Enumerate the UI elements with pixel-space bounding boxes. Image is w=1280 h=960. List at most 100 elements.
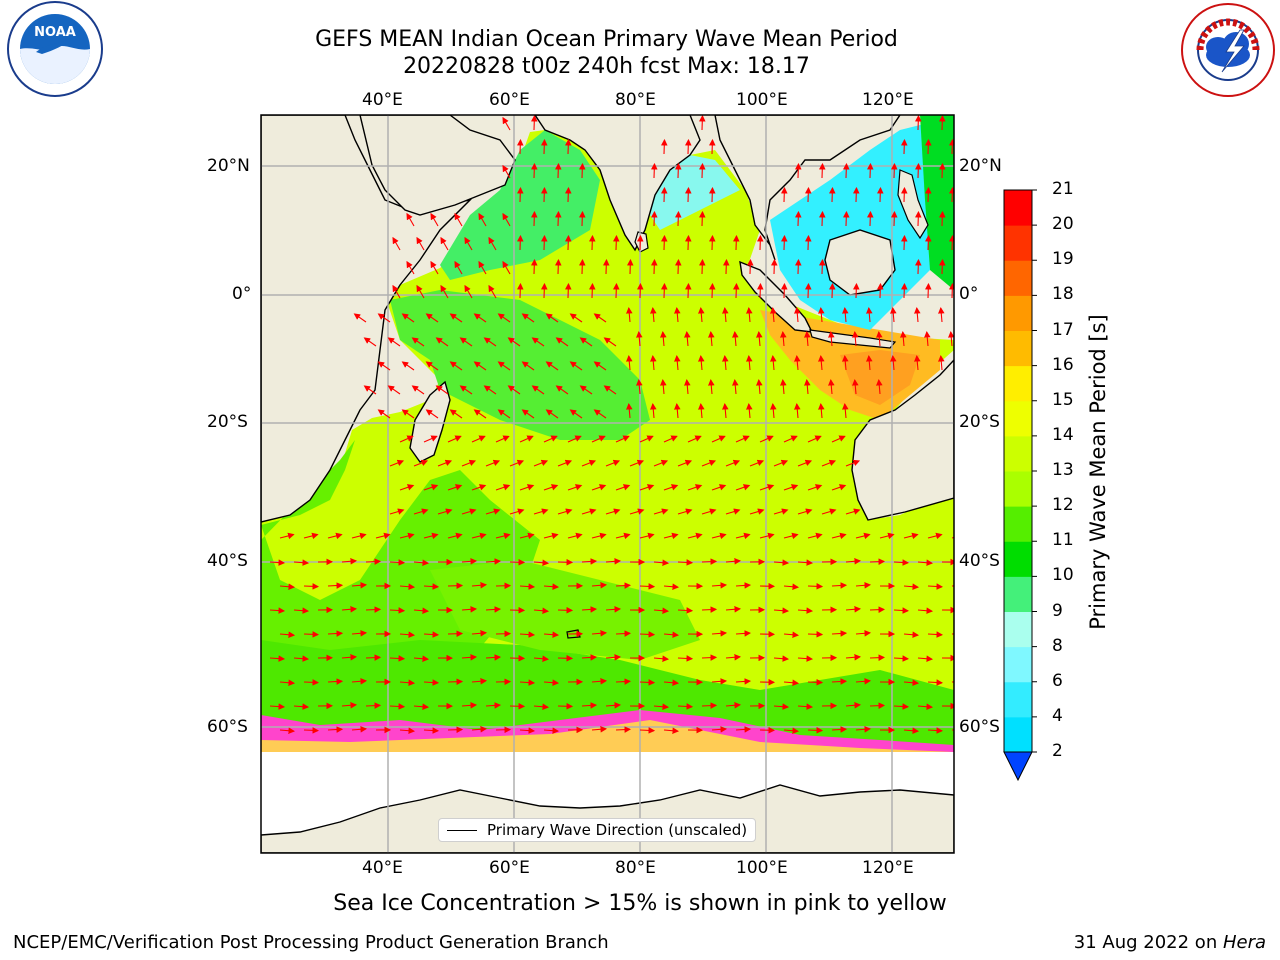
wave-arrow bbox=[653, 703, 670, 710]
wave-arrow bbox=[579, 337, 593, 347]
wave-arrow bbox=[831, 678, 848, 685]
wave-arrow bbox=[913, 306, 921, 323]
wave-arrow bbox=[279, 583, 296, 591]
wave-arrow bbox=[569, 361, 583, 371]
wave-arrow bbox=[473, 313, 487, 323]
legend-line-sample bbox=[447, 829, 477, 831]
wave-arrow bbox=[749, 508, 765, 515]
chart-title: GEFS MEAN Indian Ocean Primary Wave Mean… bbox=[315, 27, 898, 52]
wave-arrow bbox=[711, 532, 727, 540]
wave-arrow bbox=[639, 532, 655, 540]
wave-arrow bbox=[851, 330, 859, 347]
wave-arrow bbox=[447, 484, 463, 491]
wave-arrow bbox=[293, 607, 310, 614]
wave-arrow bbox=[639, 679, 656, 686]
wave-arrow bbox=[478, 212, 487, 227]
wave-arrow bbox=[683, 378, 691, 395]
wave-arrow bbox=[569, 409, 583, 419]
wave-arrow bbox=[649, 306, 657, 323]
wave-arrow bbox=[701, 654, 718, 661]
wave-arrow bbox=[677, 559, 694, 566]
colorbar-segment-19 bbox=[1004, 225, 1032, 261]
lon-tick-top-80e: 80°E bbox=[615, 90, 656, 110]
wave-arrow bbox=[841, 402, 849, 419]
wave-arrow bbox=[569, 313, 583, 323]
wave-arrow bbox=[605, 606, 622, 613]
wave-arrow bbox=[497, 313, 511, 323]
colorbar-segment-10 bbox=[1004, 541, 1032, 577]
wave-arrow bbox=[797, 559, 814, 566]
colorbar-segment-8 bbox=[1004, 611, 1032, 648]
map-plot-area bbox=[261, 115, 954, 853]
wave-arrow bbox=[437, 508, 453, 515]
wave-arrow bbox=[581, 508, 597, 515]
wave-arrow bbox=[745, 354, 753, 371]
wave-arrow bbox=[605, 459, 621, 467]
wave-arrow bbox=[937, 354, 945, 371]
wave-arrow bbox=[865, 306, 873, 323]
colorbar-tick-label-13: 13 bbox=[1052, 460, 1074, 480]
colorbar-extend-triangle bbox=[1003, 751, 1033, 782]
wave-arrow bbox=[533, 508, 549, 515]
wave-arrow bbox=[591, 435, 606, 443]
wave-arrow bbox=[430, 260, 439, 275]
wave-arrow bbox=[903, 583, 920, 590]
wave-arrow bbox=[917, 703, 934, 710]
wave-arrow bbox=[461, 702, 478, 709]
wave-arrow bbox=[327, 630, 344, 637]
wave-arrow bbox=[663, 679, 680, 687]
wave-arrow bbox=[279, 532, 295, 540]
wave-arrow bbox=[735, 435, 750, 443]
wave-arrow bbox=[464, 284, 473, 299]
wave-arrow bbox=[731, 378, 739, 395]
wave-arrow bbox=[735, 532, 751, 540]
wave-arrow bbox=[279, 631, 296, 639]
footer-left: NCEP/EMC/Verification Post Processing Pr… bbox=[13, 932, 609, 953]
colorbar-tick-label-14: 14 bbox=[1052, 424, 1074, 445]
sumatra-land bbox=[739, 260, 814, 333]
colorbar-tick-label-15: 15 bbox=[1052, 389, 1074, 410]
wave-arrow bbox=[365, 654, 382, 661]
wave-arrow bbox=[363, 337, 377, 347]
wave-arrow bbox=[827, 330, 835, 347]
wave-arrow bbox=[615, 532, 631, 540]
colorbar-segment-12 bbox=[1004, 471, 1032, 507]
wave-arrow bbox=[471, 484, 487, 491]
wave-arrow bbox=[807, 727, 824, 734]
wave-arrow bbox=[375, 532, 391, 540]
wave-arrow bbox=[461, 459, 477, 467]
wave-arrow bbox=[581, 654, 598, 661]
colorbar-segment-18 bbox=[1004, 260, 1032, 296]
wave-arrow bbox=[687, 532, 703, 540]
map-legend: Primary Wave Direction (unscaled) bbox=[438, 818, 757, 842]
wave-arrow bbox=[495, 532, 511, 540]
wave-arrow bbox=[759, 484, 775, 491]
wave-arrow bbox=[351, 630, 368, 637]
wave-arrow bbox=[392, 284, 401, 299]
colorbar-tick-label-19: 19 bbox=[1052, 249, 1074, 270]
colorbar-segment-4 bbox=[1004, 681, 1032, 718]
wave-arrow bbox=[605, 508, 621, 515]
wave-arrow bbox=[327, 726, 344, 733]
wave-arrow bbox=[913, 354, 921, 371]
wave-arrow bbox=[841, 354, 849, 371]
wave-arrow bbox=[735, 726, 752, 733]
wave-arrow bbox=[423, 679, 440, 686]
wave-arrow bbox=[533, 655, 550, 663]
wave-arrow bbox=[303, 583, 320, 590]
lon-tick-top-100e: 100°E bbox=[736, 90, 788, 110]
wave-arrow bbox=[531, 337, 545, 347]
colorbar-segment-9 bbox=[1004, 576, 1032, 612]
wave-arrow bbox=[413, 655, 430, 663]
wave-arrow bbox=[351, 532, 367, 540]
wave-arrow bbox=[773, 508, 789, 515]
wave-arrow bbox=[807, 484, 823, 491]
lon-tick-top-60e: 60°E bbox=[489, 90, 530, 110]
wave-arrow bbox=[413, 459, 429, 467]
wave-arrow bbox=[351, 678, 368, 685]
wave-arrow bbox=[454, 212, 463, 227]
wave-arrow bbox=[845, 701, 862, 709]
wave-arrow bbox=[533, 559, 550, 567]
wave-arrow bbox=[485, 606, 502, 613]
